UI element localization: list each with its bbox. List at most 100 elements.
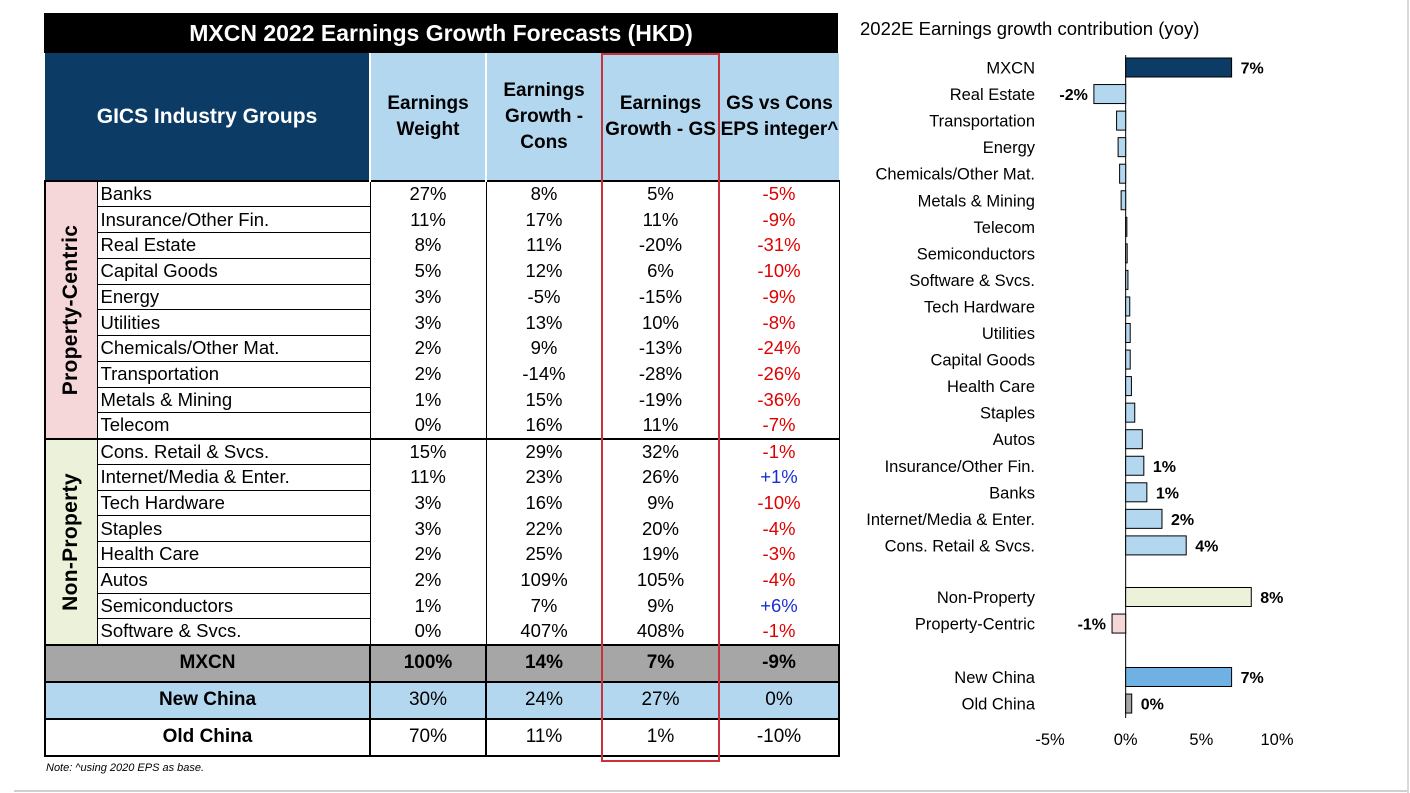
bar-health-care [1125,376,1132,397]
cell-diff: -36% [719,387,840,413]
cell-industry: Banks [97,180,371,208]
bar-capital-goods [1125,349,1131,370]
cell-weight: 3% [370,284,487,310]
table-row: Internet/Media & Enter. 11% 23% 26% +1% [45,464,840,491]
cell-diff: -5% [719,180,840,207]
table-row: Health Care 2% 25% 19% -3% [45,541,840,568]
bar-property-centric [1111,613,1127,634]
earnings-forecast-table: GICS Industry Groups Earnings Weight Ear… [44,53,840,757]
cell-diff: -10% [719,258,840,284]
summary-cell-gs: 1% [601,717,720,757]
summary-cell-gs: 7% [601,643,720,683]
bar-insurance-other-fin [1125,455,1145,476]
cell-gs: 105% [602,567,720,593]
data-label: -2% [1059,87,1087,104]
cell-weight: 0% [370,618,487,645]
cell-weight: 3% [370,309,487,336]
bar-real-estate [1093,84,1127,105]
cell-industry: Energy [97,284,371,311]
cell-diff: -4% [719,567,840,593]
cell-cons: 29% [486,437,603,465]
table-row: Staples 3% 22% 20% -4% [45,515,840,542]
data-label: 4% [1195,538,1218,555]
x-tick-label: 0% [1114,731,1138,749]
data-label: 8% [1260,590,1283,607]
cell-gs: -28% [602,361,720,387]
cell-gs: 5% [602,180,720,207]
cell-diff: -9% [719,206,840,233]
table-title: MXCN 2022 Earnings Growth Forecasts (HKD… [44,13,838,53]
cell-industry: Metals & Mining [97,387,371,414]
data-label: -1% [1078,617,1106,634]
table-note: Note: ^using 2020 EPS as base. [46,762,205,774]
cell-gs: 6% [602,258,720,284]
bar-mxcn [1125,57,1233,78]
cell-weight: 15% [370,437,487,465]
cell-industry: Insurance/Other Fin. [97,206,371,233]
summary-name: New China [44,680,371,720]
summary-name: Old China [44,717,371,757]
table-row: Energy 3% -5% -15% -9% [45,284,840,311]
cell-weight: 3% [370,490,487,516]
table-row: Telecom 0% 16% 11% -7% [45,412,840,439]
cell-cons: 17% [486,206,603,233]
cell-diff: +1% [719,464,840,490]
category-label: Real Estate [950,86,1035,104]
bar-non-property [1125,587,1252,607]
bar-energy [1117,137,1127,158]
category-label: Energy [983,139,1036,157]
x-tick-label: -5% [1035,731,1065,749]
header-gics: GICS Industry Groups [45,53,370,181]
category-label: Internet/Media & Enter. [866,511,1035,529]
cell-weight: 11% [370,464,487,490]
cell-gs: 32% [602,437,720,465]
table-row: Real Estate 8% 11% -20% -31% [45,232,840,259]
cell-gs: 11% [602,206,720,233]
cell-gs: -19% [602,387,720,413]
category-label: Property-Centric [915,616,1035,634]
category-label: MXCN [986,60,1035,78]
table-row: Tech Hardware 3% 16% 9% -10% [45,490,840,517]
category-label: Utilities [982,325,1035,343]
cell-gs: 20% [602,515,720,542]
data-label: 1% [1156,485,1179,502]
data-label: 2% [1171,512,1194,529]
cell-weight: 2% [370,541,487,568]
bar-semiconductors [1125,243,1128,264]
category-label: Tech Hardware [924,298,1035,316]
summary-cell-diff: -9% [718,643,840,683]
category-label: Transportation [929,113,1035,131]
category-label: Capital Goods [930,352,1035,370]
table-row: Chemicals/Other Mat. 2% 9% -13% -24% [45,335,840,362]
cell-cons: 16% [486,412,603,439]
table-row: Semiconductors 1% 7% 9% +6% [45,593,840,620]
data-label: 0% [1141,697,1164,714]
cell-industry: Semiconductors [97,593,371,620]
category-label: Staples [980,405,1035,423]
category-label: Semiconductors [917,245,1035,263]
cell-weight: 2% [370,567,487,593]
table-row: Utilities 3% 13% 10% -8% [45,309,840,336]
header-gs-vs-cons: GS vs Cons EPS integer^ [718,53,839,181]
cell-gs: 9% [602,593,720,619]
category-label: Software & Svcs. [909,272,1035,290]
category-label: Telecom [974,219,1035,237]
cell-cons: 13% [486,309,603,336]
cell-diff: -3% [719,541,840,568]
chart-title: 2022E Earnings growth contribution (yoy) [860,18,1200,39]
cell-weight: 5% [370,258,487,284]
cell-cons: 16% [486,490,603,516]
summary-row-newchina: New China 30% 24% 27% 0% [44,680,840,720]
bar-metals-mining [1120,190,1127,211]
cell-diff: -24% [719,335,840,362]
cell-gs: -20% [602,232,720,259]
cell-diff: +6% [719,593,840,619]
cell-diff: -31% [719,232,840,259]
cell-diff: -10% [719,490,840,516]
cell-cons: 8% [486,180,603,207]
cell-weight: 8% [370,232,487,259]
cell-gs: 19% [602,541,720,568]
category-label: Banks [989,484,1035,502]
bottom-divider [14,790,1409,792]
